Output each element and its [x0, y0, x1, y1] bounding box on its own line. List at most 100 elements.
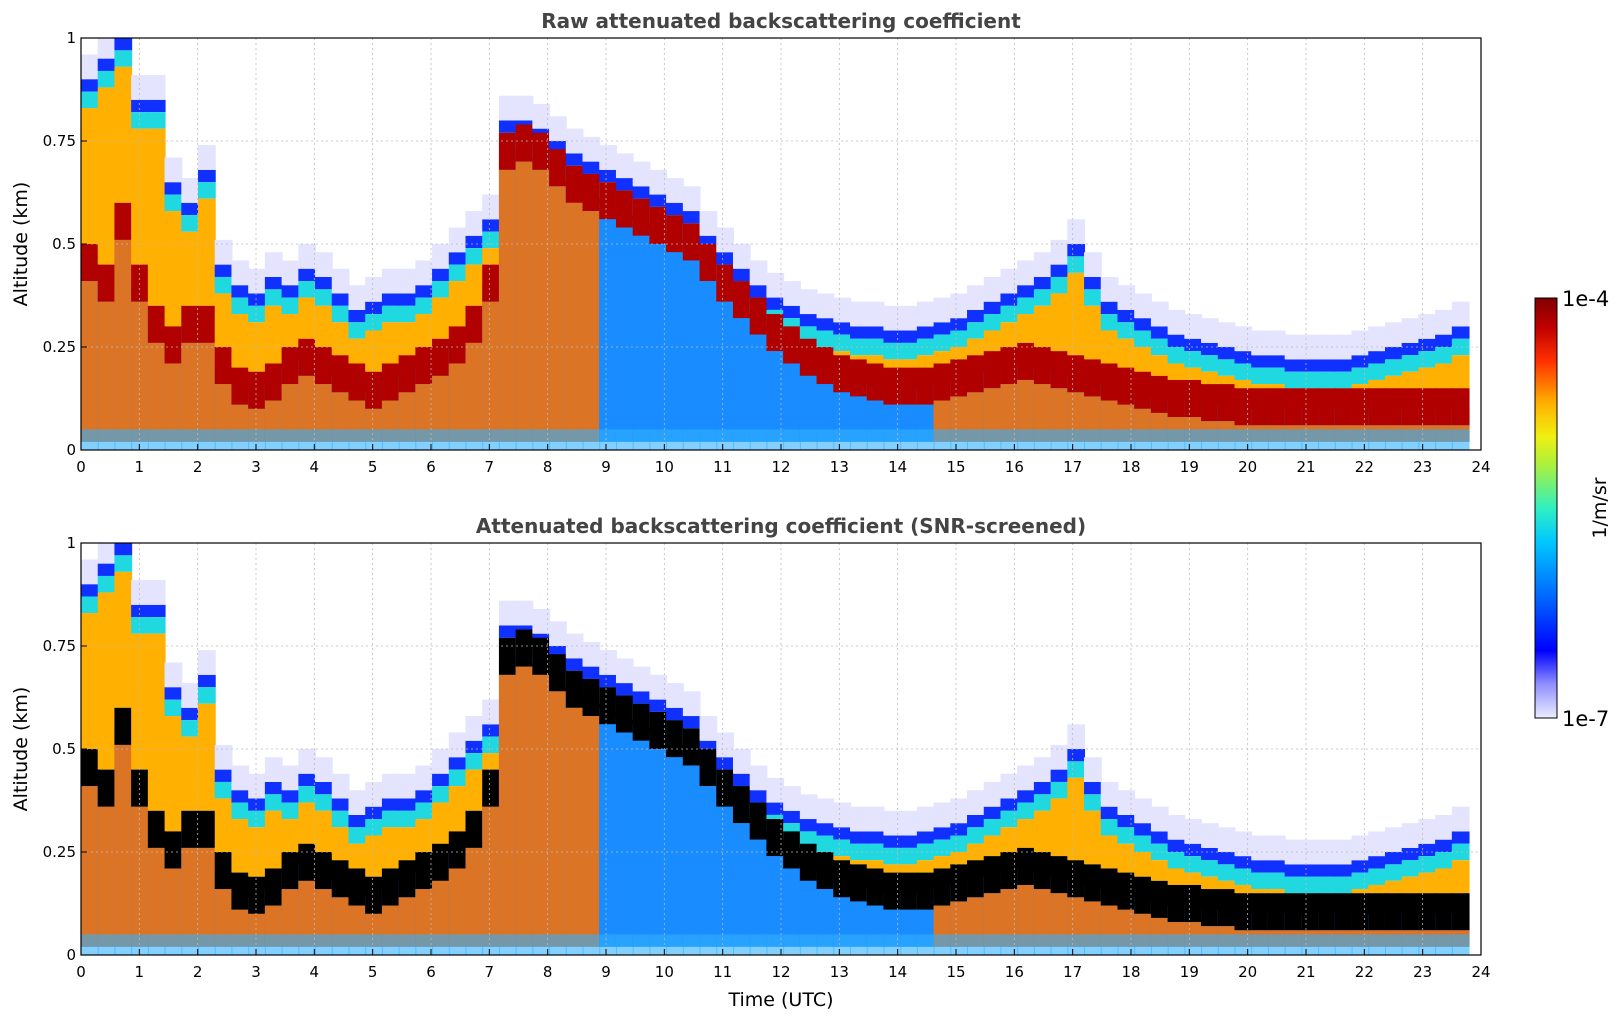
heatmap-column-halo: [415, 260, 434, 286]
heatmap-column-edge: [1418, 843, 1437, 857]
heatmap-column-yellow: [1234, 884, 1253, 894]
heatmap-column-edge: [432, 773, 450, 787]
heatmap-column-below-core: [131, 301, 149, 442]
heatmap-column-halo: [1267, 330, 1286, 356]
heatmap-column-below-core: [415, 889, 434, 947]
heatmap-column-core: [565, 670, 584, 708]
heatmap-column-cyan: [465, 753, 484, 770]
heatmap-column-halo: [883, 810, 902, 836]
heatmap-column-halo: [582, 136, 601, 162]
heatmap-column-surface: [582, 934, 601, 955]
heatmap-column-halo: [599, 145, 617, 170]
heatmap-column-core: [833, 860, 852, 898]
heatmap-column-cyan: [381, 810, 400, 828]
heatmap-column-core: [565, 165, 584, 203]
heatmap-column-below-core: [1050, 388, 1069, 442]
heatmap-column-cyan: [950, 835, 969, 852]
heatmap-column-surface: [365, 429, 383, 450]
heatmap-column-core: [1117, 872, 1136, 910]
colorbar-min-label: 1e-7: [1562, 707, 1609, 731]
x-tick-label: 14: [888, 458, 907, 476]
heatmap-column-core: [599, 687, 617, 725]
heatmap-column-edge: [1368, 351, 1386, 364]
heatmap-column-halo: [1435, 814, 1453, 840]
heatmap-column-halo: [749, 765, 768, 791]
heatmap-column-surface: [1251, 934, 1269, 955]
heatmap-column-surface: [950, 934, 969, 955]
heatmap-column-halo: [1284, 334, 1303, 360]
heatmap-column-below-core: [498, 169, 517, 442]
heatmap-column-below-core: [131, 806, 149, 947]
heatmap-column-surface: [1451, 934, 1470, 955]
heatmap-column-edge: [666, 202, 684, 216]
heatmap-column-core: [933, 363, 952, 401]
heatmap-column-below-core: [816, 889, 835, 947]
heatmap-column-edge: [1435, 334, 1453, 347]
heatmap-column-core: [348, 363, 367, 401]
heatmap-column-core: [1234, 893, 1253, 931]
heatmap-column-halo: [1050, 744, 1069, 770]
heatmap-column-surface: [81, 934, 99, 955]
heatmap-column-cyan: [866, 338, 885, 356]
heatmap-column-surface: [916, 429, 935, 450]
heatmap-column-cyan: [883, 847, 902, 865]
heatmap-column-core: [147, 305, 166, 343]
x-tick-label: 19: [1180, 963, 1199, 981]
heatmap-column-edge: [582, 666, 601, 679]
heatmap-column-below-core: [816, 384, 835, 442]
heatmap-column-core: [1351, 893, 1370, 931]
heatmap-column-surface: [114, 934, 133, 955]
heatmap-column-cyan: [214, 781, 233, 799]
heatmap-column-edge: [448, 757, 467, 770]
heatmap-column-surface: [732, 934, 751, 955]
heatmap-column-yellow: [1167, 868, 1186, 885]
heatmap-column-yellow: [131, 633, 149, 770]
heatmap-column-yellow: [147, 128, 166, 306]
heatmap-column-edge: [315, 276, 333, 290]
heatmap-column-yellow: [1435, 363, 1453, 389]
heatmap-column-edge: [448, 252, 467, 265]
heatmap-column-below-core: [515, 666, 534, 947]
heatmap-column-halo: [1401, 318, 1420, 343]
heatmap-column-below-core: [549, 186, 567, 442]
heatmap-column-halo: [81, 54, 99, 80]
heatmap-column-core: [164, 326, 183, 364]
heatmap-column-core: [549, 149, 567, 187]
heatmap-column-halo: [331, 268, 350, 294]
y-tick-label: 0.75: [43, 132, 76, 150]
heatmap-column-cyan: [448, 769, 467, 787]
heatmap-column-cyan: [1100, 314, 1119, 331]
heatmap-column-surface: [866, 934, 885, 955]
heatmap-column-halo: [732, 749, 751, 774]
heatmap-column-halo: [1201, 318, 1219, 343]
heatmap-column-cyan: [1318, 371, 1336, 389]
heatmap-column-cyan: [198, 687, 216, 704]
heatmap-column-below-core: [983, 893, 1002, 947]
heatmap-column-yellow: [1117, 843, 1136, 873]
heatmap-column-yellow: [298, 802, 317, 844]
heatmap-column-core: [298, 338, 317, 376]
heatmap-column-surface: [1084, 934, 1102, 955]
heatmap-column-yellow: [1100, 330, 1119, 364]
heatmap-column-edge: [1050, 769, 1069, 782]
heatmap-column-halo: [833, 297, 852, 323]
heatmap-column-halo: [1033, 252, 1052, 277]
panel-screened-title: Attenuated backscattering coefficient (S…: [476, 514, 1086, 538]
heatmap-column-edge: [732, 268, 751, 282]
heatmap-column-surface: [766, 934, 785, 955]
heatmap-column-cyan: [214, 276, 233, 294]
heatmap-column-halo: [1217, 322, 1236, 347]
heatmap-column-below-core: [281, 384, 300, 442]
heatmap-column-edge: [816, 823, 835, 836]
heatmap-column-cyan: [348, 827, 367, 844]
heatmap-column-cyan: [1050, 781, 1069, 799]
heatmap-column-core: [97, 769, 116, 807]
heatmap-column-cyan: [1418, 856, 1437, 873]
heatmap-column-edge: [315, 781, 333, 795]
heatmap-column-cyan: [315, 794, 333, 811]
x-tick-label: 8: [543, 458, 553, 476]
heatmap-column-cyan: [1234, 868, 1253, 885]
heatmap-column-cyan: [816, 835, 835, 852]
heatmap-column-cyan: [1084, 794, 1102, 811]
heatmap-column-edge: [783, 305, 801, 319]
